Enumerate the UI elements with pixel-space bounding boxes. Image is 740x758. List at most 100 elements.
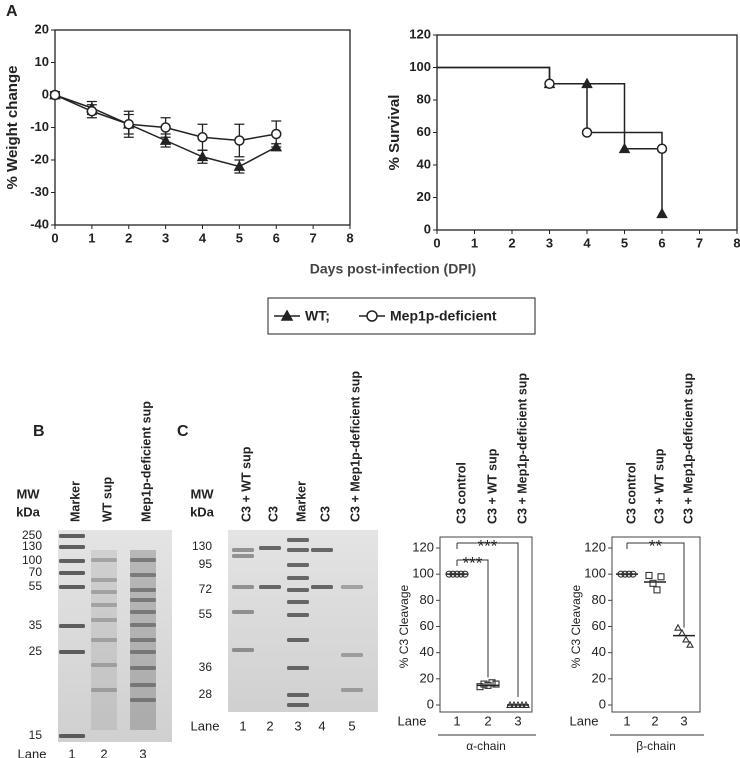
y-tick-label: -30 [30, 184, 49, 199]
data-point [674, 623, 682, 631]
data-point [657, 573, 665, 581]
legend-label: WT; [305, 308, 330, 324]
lane-number: 3 [680, 713, 687, 728]
y-tick-label: 40 [417, 156, 431, 171]
x-tick-label: 5 [236, 230, 243, 245]
plot-frame [439, 536, 533, 713]
gel-band [287, 613, 309, 617]
y-tick-label: 120 [409, 26, 431, 41]
mw-marker-label: 95 [199, 557, 213, 571]
x-axis-label: α-chain [466, 739, 506, 753]
lane-label: Lane [18, 746, 47, 758]
mw-marker-label: 100 [22, 553, 42, 567]
lane-number: 5 [348, 718, 355, 733]
y-tick-label: 120 [412, 539, 434, 554]
panel-label: A [6, 3, 18, 20]
gel-band [287, 588, 309, 592]
gel-band [91, 603, 117, 607]
mw-marker-label: 25 [29, 644, 43, 658]
gel-band [91, 578, 117, 582]
gel-band [287, 548, 309, 552]
gel-band [130, 650, 156, 654]
significance-label: *** [463, 553, 483, 572]
y-tick-label: 10 [35, 54, 49, 69]
data-point [678, 628, 686, 636]
y-tick-label: 20 [420, 670, 434, 685]
lane-header: Mep1p-deficient sup [139, 401, 153, 522]
panel-label: C [177, 423, 189, 440]
y-tick-label: 20 [592, 670, 606, 685]
gel-band [91, 590, 117, 594]
y-tick-label: 0 [42, 86, 49, 101]
gel-band [232, 554, 254, 558]
lane-header: C3 + WT sup [239, 446, 253, 522]
data-point [656, 207, 668, 219]
lane-header: Marker [68, 481, 82, 522]
gel-band [91, 663, 117, 667]
x-tick-label: 4 [199, 230, 207, 245]
gel-band [91, 638, 117, 642]
data-point [234, 135, 245, 146]
gel-band [130, 698, 156, 702]
data-point [196, 150, 209, 162]
lane-label: Lane [398, 713, 427, 728]
x-tick-label: 1 [471, 235, 478, 250]
x-tick-label: 6 [273, 230, 280, 245]
lane-header: C3 [266, 506, 280, 522]
gel-band [59, 734, 85, 738]
gel-band [232, 610, 254, 614]
lane-number: 2 [266, 718, 273, 733]
mw-marker-label: 70 [29, 565, 43, 579]
gel-band [341, 653, 363, 657]
y-tick-label: 100 [584, 566, 606, 581]
gel-band [59, 545, 85, 549]
data-point [123, 119, 134, 130]
lane-number: 3 [139, 746, 146, 758]
gel-smear [91, 550, 117, 730]
mw-marker-label: 130 [22, 539, 42, 553]
gel-band [130, 638, 156, 642]
significance-bracket [456, 559, 489, 678]
gel-band [59, 559, 85, 563]
mw-label: kDa [190, 504, 215, 519]
significance-label: ** [649, 536, 663, 555]
mw-marker-label: 28 [199, 687, 213, 701]
x-tick-label: 2 [508, 235, 515, 250]
lane-label: Lane [570, 713, 599, 728]
gel-image [58, 530, 172, 742]
legend-marker [366, 310, 378, 322]
x-tick-label: 7 [696, 235, 703, 250]
x-tick-label: 2 [125, 230, 132, 245]
mw-marker-label: 130 [192, 539, 212, 553]
gel-image [228, 530, 378, 712]
y-tick-label: 120 [584, 539, 606, 554]
mw-label: MW [16, 486, 40, 501]
gel-band [287, 693, 309, 697]
lane-number: 2 [651, 713, 658, 728]
gel-band [232, 585, 254, 589]
y-tick-label: 0 [427, 696, 434, 711]
y-axis-label: % C3 Cleavage [569, 584, 583, 668]
gel-band [130, 573, 156, 577]
mw-marker-label: 15 [29, 728, 43, 742]
x-tick-label: 8 [346, 230, 353, 245]
lane-header: C3 + Mep1p-deficient sup [348, 371, 362, 522]
x-tick-label: 3 [162, 230, 169, 245]
data-point [49, 89, 61, 101]
category-label: C3 + Mep1p-deficient sup [515, 373, 529, 524]
data-point [581, 127, 593, 138]
legend-label: Mep1p-deficient [390, 308, 497, 324]
y-tick-label: 80 [592, 592, 606, 607]
gel-band [259, 546, 281, 550]
gel-band [311, 585, 333, 589]
data-point [544, 78, 555, 89]
y-tick-label: 20 [35, 21, 49, 36]
gel-band [91, 618, 117, 622]
y-tick-label: 100 [412, 566, 434, 581]
y-axis-label: % C3 Cleavage [397, 584, 411, 668]
y-tick-label: 40 [420, 644, 434, 659]
y-tick-label: 80 [417, 91, 431, 106]
legend-box [267, 297, 536, 335]
gel-band [287, 563, 309, 567]
plot-frame [611, 536, 701, 713]
